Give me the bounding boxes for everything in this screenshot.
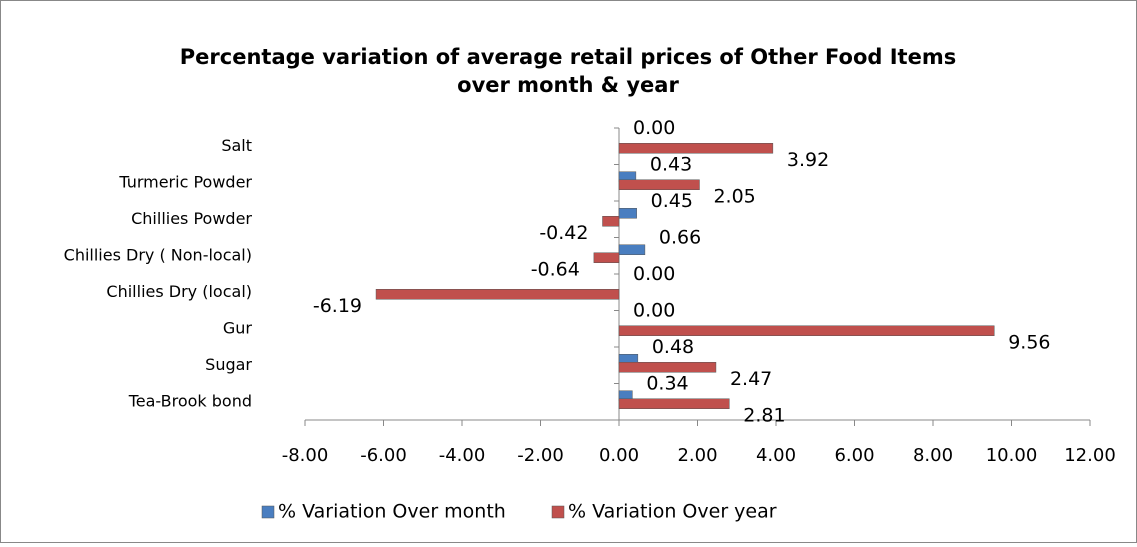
x-tick-label: -2.00 <box>517 445 564 466</box>
x-tick-label: -6.00 <box>360 445 407 466</box>
data-label: 0.34 <box>646 372 688 394</box>
data-label: 0.00 <box>633 299 675 321</box>
x-tick-label: 10.00 <box>986 445 1038 466</box>
data-label: 0.48 <box>652 336 694 358</box>
data-label: 3.92 <box>787 149 829 171</box>
data-label: 0.00 <box>633 117 675 139</box>
bar <box>593 252 620 263</box>
legend-swatch <box>261 505 275 519</box>
bar <box>375 289 620 300</box>
bar <box>618 208 637 219</box>
y-tick-label: Turmeric Powder <box>118 172 252 191</box>
x-tick-label: 12.00 <box>1064 445 1116 466</box>
bar <box>618 398 730 409</box>
data-label: 2.05 <box>713 185 755 207</box>
data-label: -6.19 <box>313 295 362 317</box>
y-tick-label: Chillies Powder <box>131 209 252 228</box>
bar <box>618 143 774 154</box>
data-label: 0.00 <box>633 263 675 285</box>
x-tick-label: 6.00 <box>834 445 874 466</box>
x-tick-label: 0.00 <box>599 445 639 466</box>
x-tick-label: 4.00 <box>756 445 796 466</box>
data-label: 0.45 <box>651 190 693 212</box>
bar <box>618 325 995 336</box>
chart-title: Percentage variation of average retail p… <box>180 45 956 69</box>
x-tick-label: 2.00 <box>677 445 717 466</box>
data-label: 0.66 <box>659 226 701 248</box>
y-tick-label: Salt <box>221 136 252 155</box>
bar <box>618 362 717 373</box>
y-tick-label: Chillies Dry ( Non-local) <box>64 245 252 264</box>
bar <box>618 244 646 255</box>
y-tick-label: Sugar <box>205 355 252 374</box>
y-tick-label: Gur <box>223 318 253 337</box>
y-tick-label: Chillies Dry (local) <box>106 282 252 301</box>
legend-swatch <box>551 505 565 519</box>
bar <box>602 216 620 227</box>
legend-label: % Variation Over month <box>278 501 506 523</box>
chart-title: over month & year <box>457 73 679 97</box>
x-tick-label: 8.00 <box>913 445 953 466</box>
data-label: -0.42 <box>539 222 588 244</box>
data-label: 0.43 <box>650 153 692 175</box>
data-label: 9.56 <box>1008 331 1050 353</box>
data-label: 2.81 <box>743 404 785 426</box>
x-tick-label: -8.00 <box>282 445 329 466</box>
x-tick-label: -4.00 <box>439 445 486 466</box>
y-tick-label: Tea-Brook bond <box>128 391 252 410</box>
bar <box>618 179 700 190</box>
data-label: -0.64 <box>531 258 580 280</box>
legend-label: % Variation Over year <box>568 501 777 523</box>
data-label: 2.47 <box>730 368 772 390</box>
